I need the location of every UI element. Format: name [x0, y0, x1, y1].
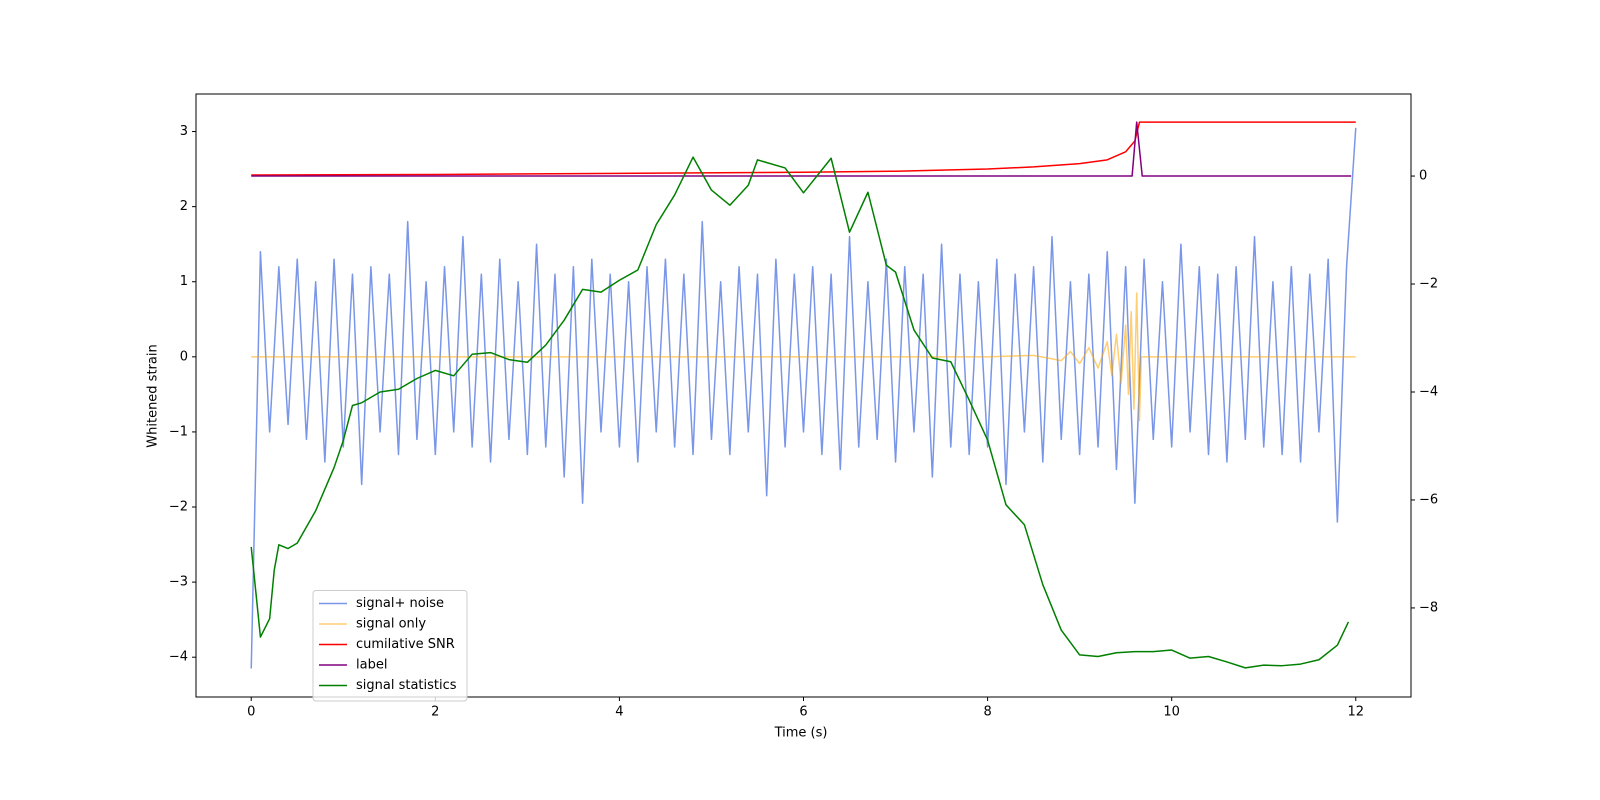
y-tick-label: 0 [180, 349, 188, 364]
y2-tick-label: −4 [1419, 384, 1438, 399]
legend-label: signal only [356, 617, 426, 632]
series-line [251, 292, 1356, 422]
x-tick-label: 10 [1163, 705, 1180, 720]
x-axis-label: Time (s) [774, 726, 828, 741]
x-tick-label: 8 [983, 705, 991, 720]
y2-tick-label: −2 [1419, 277, 1438, 292]
y-tick-label: 1 [180, 274, 188, 289]
y-tick-label: −1 [169, 424, 188, 439]
y-tick-label: −3 [169, 575, 188, 590]
y-tick-label: −4 [169, 650, 188, 665]
legend-box [312, 590, 468, 702]
legend-label: signal statistics [356, 678, 457, 693]
plot-area [250, 121, 1357, 669]
series-line [250, 156, 1350, 669]
x-tick-label: 6 [799, 705, 807, 720]
legend-label: label [356, 658, 387, 673]
legend-label: signal+ noise [356, 596, 444, 611]
x-tick-label: 12 [1347, 705, 1364, 720]
y-tick-label: 2 [180, 199, 188, 214]
y2-tick-label: −8 [1419, 600, 1438, 615]
y-tick-label: −2 [169, 500, 188, 515]
x-tick-label: 0 [247, 705, 255, 720]
y-tick-label: 3 [180, 124, 188, 139]
x-tick-label: 4 [615, 705, 623, 720]
x-tick-label: 2 [431, 705, 439, 720]
y2-tick-label: −6 [1419, 492, 1438, 507]
y-axis-label: Whitened strain [146, 344, 161, 447]
series-line [251, 121, 1356, 176]
plot-frame [195, 93, 1412, 698]
series-line [251, 121, 1352, 177]
y2-tick-label: 0 [1419, 169, 1427, 184]
legend-label: cumilative SNR [356, 637, 455, 652]
series-line [250, 127, 1357, 669]
